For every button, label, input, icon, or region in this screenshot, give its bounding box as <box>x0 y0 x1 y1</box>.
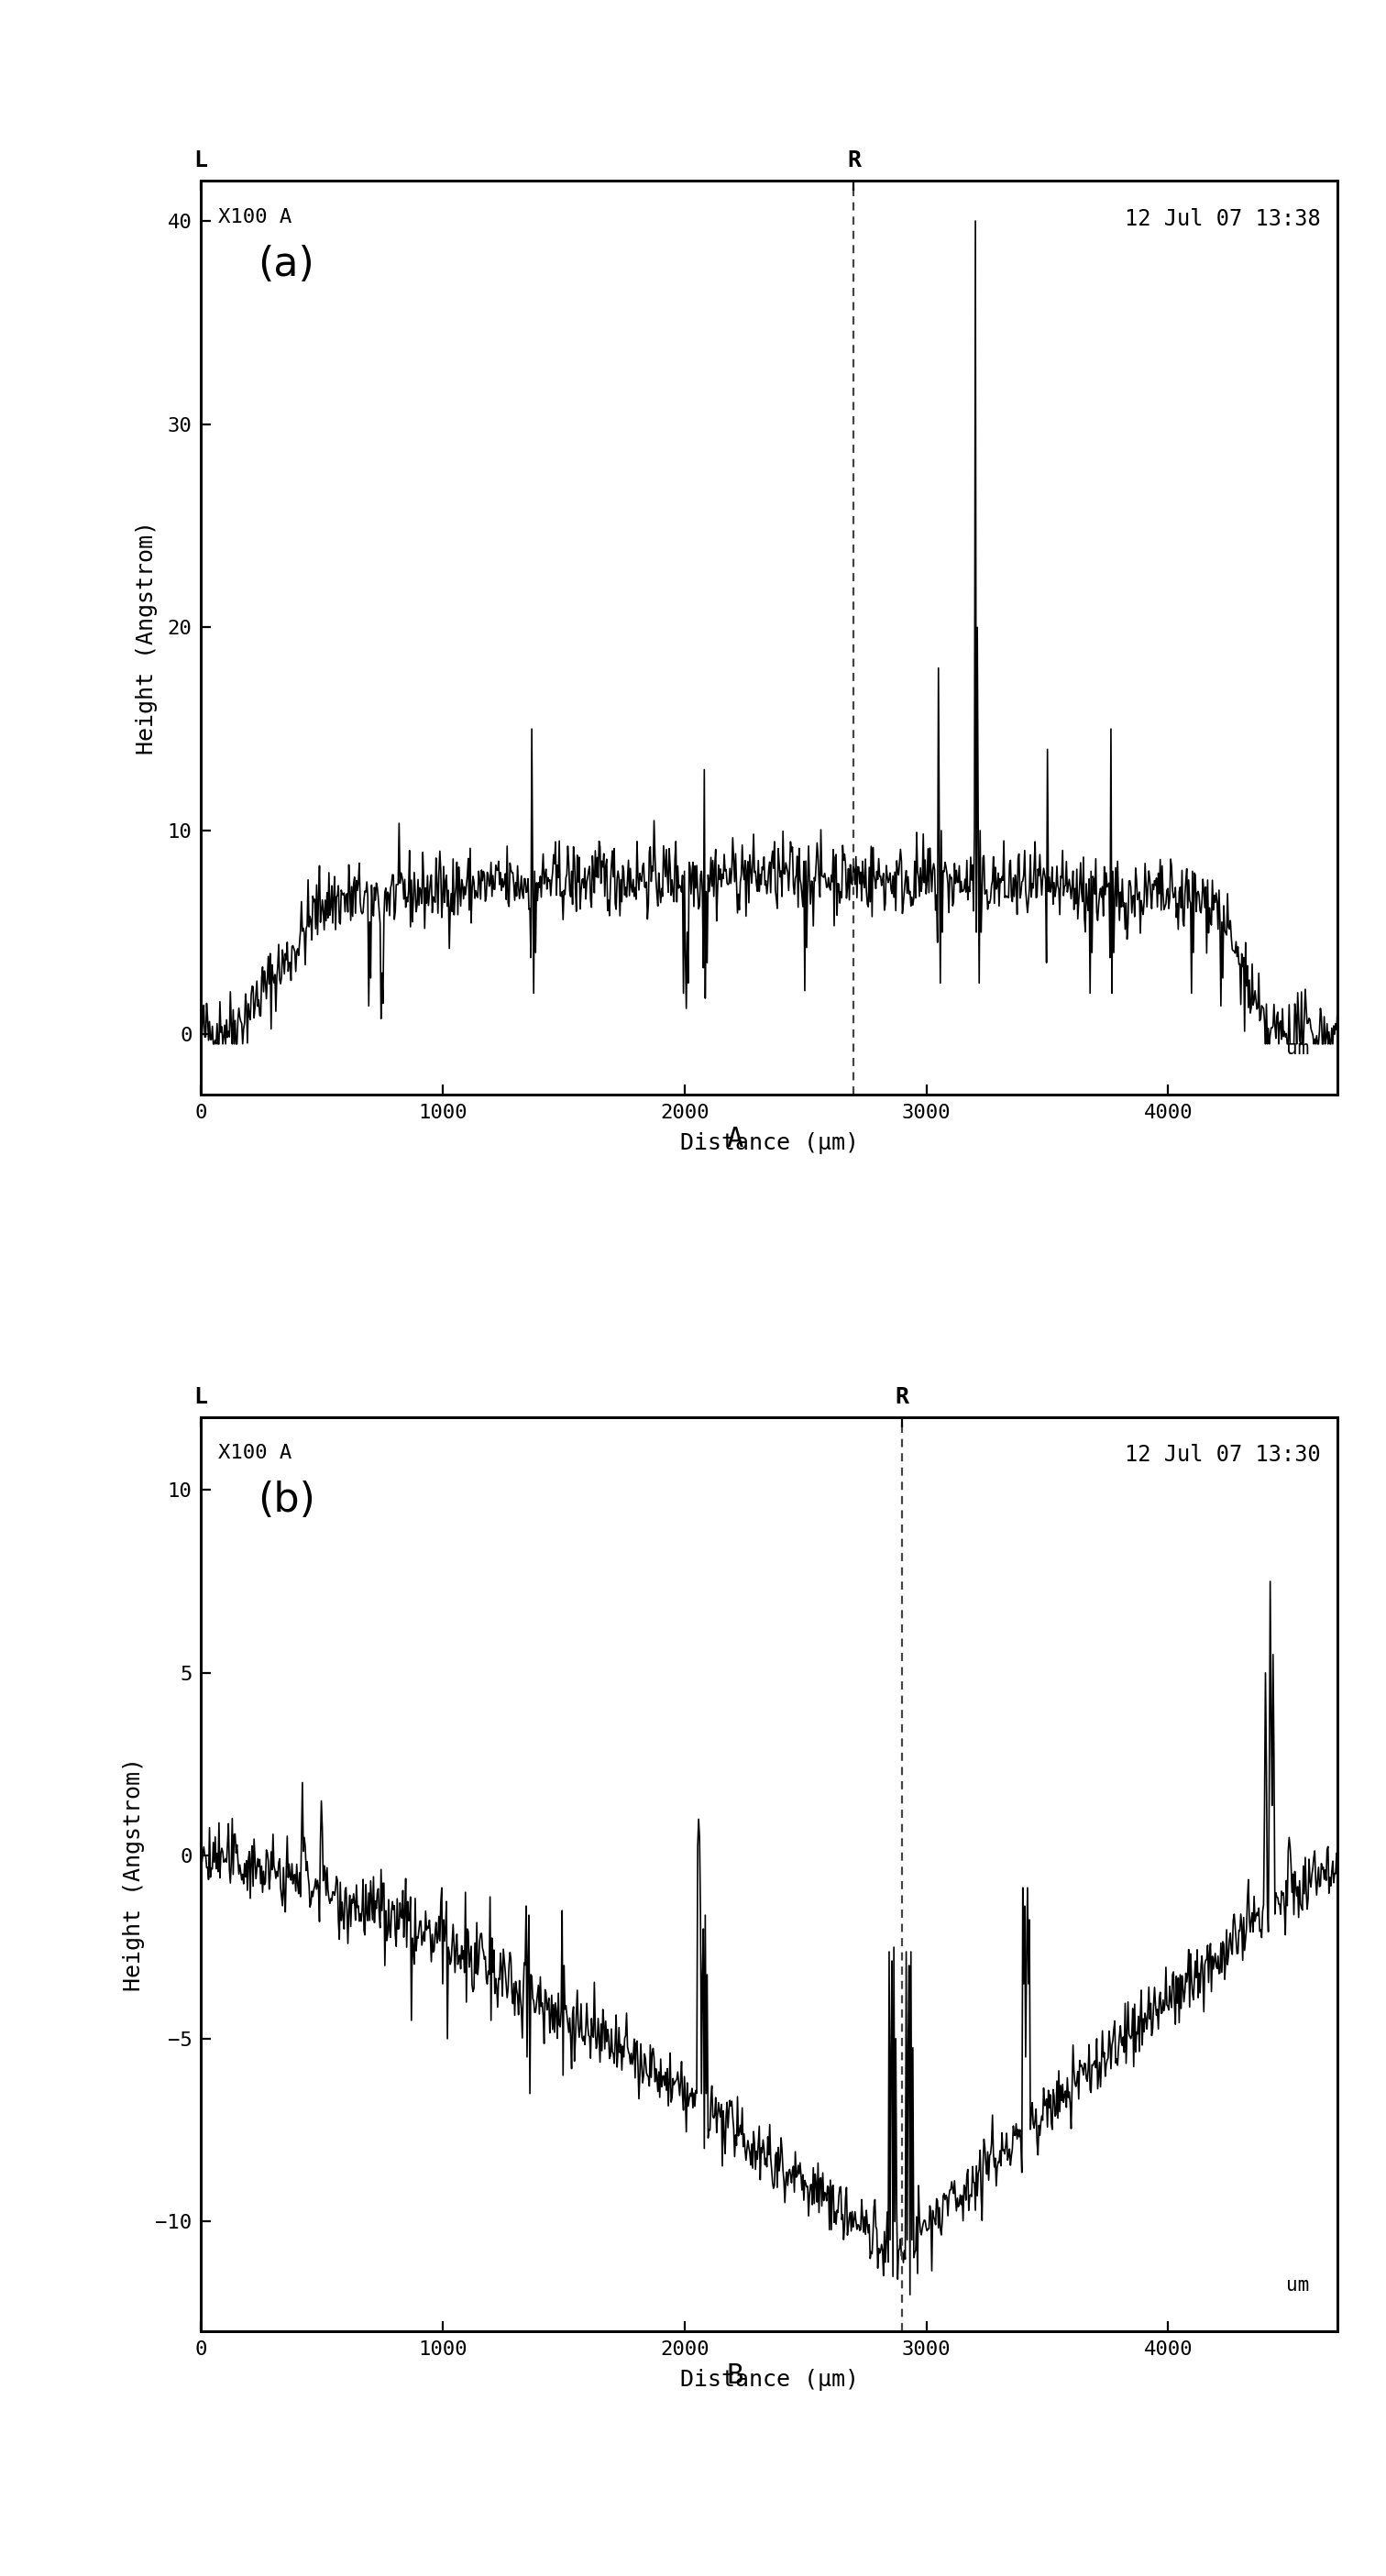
Text: um: um <box>1286 2277 1308 2295</box>
X-axis label: Distance (μm): Distance (μm) <box>681 1133 858 1154</box>
Y-axis label: Height (Angstrom): Height (Angstrom) <box>136 520 158 755</box>
Text: (a): (a) <box>258 245 315 283</box>
X-axis label: Distance (μm): Distance (μm) <box>681 2370 858 2391</box>
Text: 12 Jul 07 13:38: 12 Jul 07 13:38 <box>1124 209 1321 229</box>
Text: um: um <box>1286 1041 1308 1059</box>
Text: B: B <box>726 2362 743 2388</box>
Text: (b): (b) <box>258 1481 316 1520</box>
Text: A: A <box>726 1126 743 1151</box>
Text: X100 A: X100 A <box>218 1445 291 1463</box>
Text: X100 A: X100 A <box>218 209 291 227</box>
Text: 12 Jul 07 13:30: 12 Jul 07 13:30 <box>1124 1445 1321 1466</box>
Y-axis label: Height (Angstrom): Height (Angstrom) <box>123 1757 146 1991</box>
